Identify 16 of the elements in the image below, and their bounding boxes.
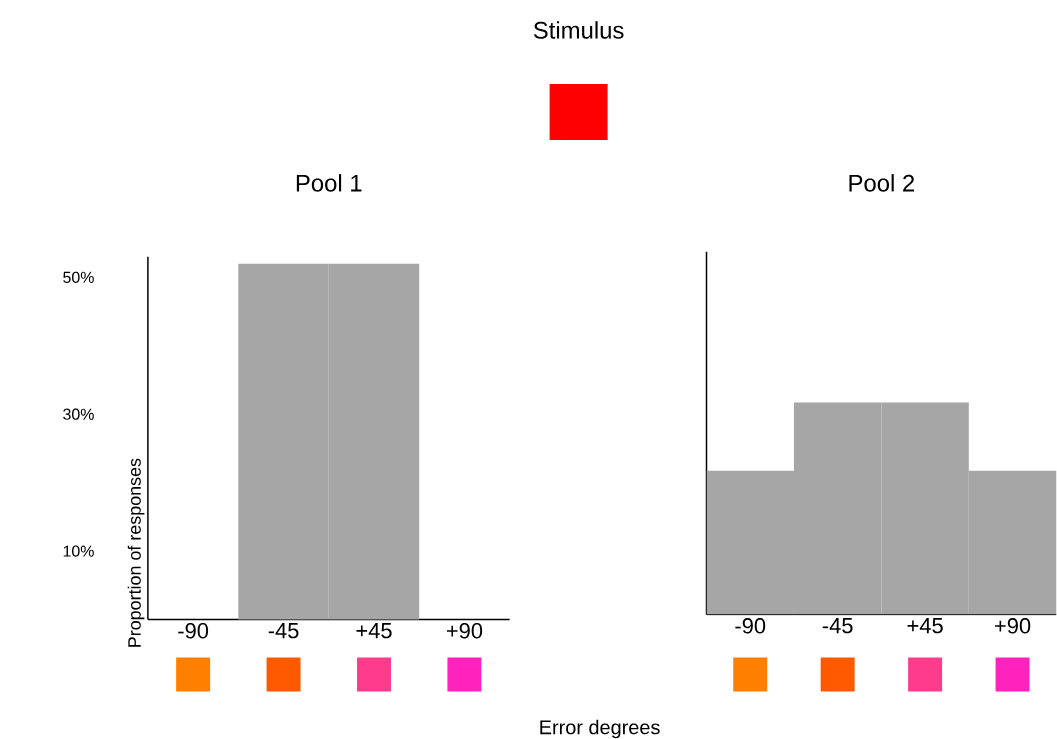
- x-tick-label: +90: [446, 622, 483, 639]
- x-tick-label: +45: [356, 622, 392, 639]
- x-tick-label: -90: [178, 622, 209, 639]
- x-tick-label: -90: [735, 617, 766, 634]
- y-tick-label: 50%: [63, 271, 94, 283]
- x-tick-label: +45: [907, 617, 943, 634]
- y-tick-label: 30%: [63, 408, 94, 420]
- x-tick-label: -45: [268, 622, 299, 639]
- chart-title: Pool 2: [849, 173, 915, 192]
- y-tick-label: 10%: [63, 545, 94, 557]
- y-axis-title: Proportion of responses: [127, 458, 145, 647]
- x-tick-label: -45: [822, 617, 853, 634]
- x-tick-label: +90: [995, 617, 1031, 634]
- text: Stimulus: [533, 20, 624, 39]
- chart-title: Pool 1: [296, 173, 362, 192]
- x-axis-title: Error degrees: [540, 719, 660, 739]
